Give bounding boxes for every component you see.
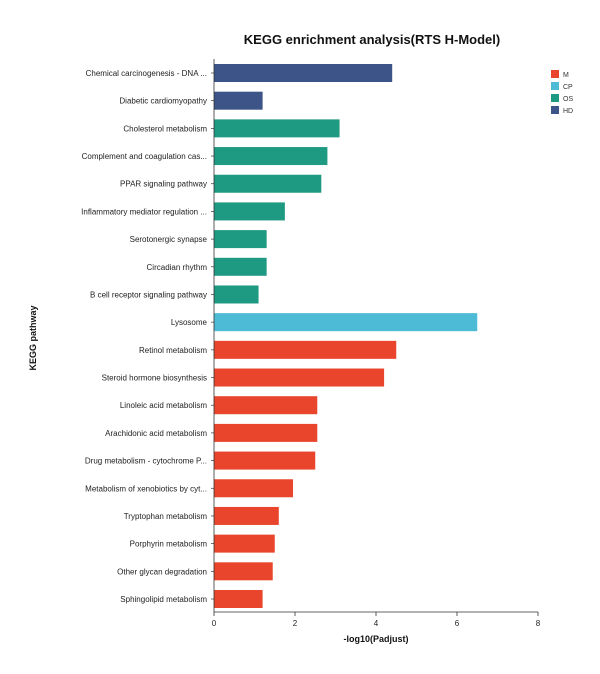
category-label: Cholesterol metabolism	[123, 124, 207, 133]
legend-label-m: M	[563, 72, 569, 79]
bar-sphingolipid-metabolism	[214, 590, 263, 608]
category-label: Sphingolipid metabolism	[120, 595, 207, 604]
category-label: Porphyrin metabolism	[130, 540, 208, 549]
category-labels: Chemical carcinogenesis - DNA ... Diabeti…	[81, 59, 215, 612]
y-axis-title: KEGG pathway	[28, 305, 38, 370]
bar-complement-and-coagulation-cas	[214, 147, 328, 166]
x-axis-title: -log10(Padjust)	[343, 634, 408, 644]
bar-linoleic-acid-metabolism	[214, 396, 318, 415]
category-label: Retinol metabolism	[139, 346, 207, 355]
legend-swatch-os	[551, 94, 559, 102]
x-tick-label: 0	[212, 619, 217, 628]
legend: M CP OS HD	[551, 70, 573, 115]
bar-diabetic-cardiomyopathy	[214, 91, 263, 110]
legend-label-cp: CP	[563, 84, 573, 91]
category-label: PPAR signaling pathway	[120, 180, 207, 189]
bars-layer	[214, 64, 478, 608]
bar-metabolism-of-xenobiotics-by-cyt	[214, 479, 293, 498]
category-label: Linoleic acid metabolism	[120, 401, 207, 410]
x-tick-label: 2	[293, 619, 298, 628]
bar-other-glycan-degradation	[214, 562, 273, 581]
category-label: Other glycan degradation	[117, 567, 207, 576]
bar-b-cell-receptor-signaling-pathway	[214, 285, 259, 304]
bar-retinol-metabolism	[214, 340, 397, 359]
bar-lysosome	[214, 313, 478, 332]
x-tick-label: 6	[455, 619, 460, 628]
legend-swatch-hd	[551, 106, 559, 114]
legend-swatch-m	[551, 70, 559, 78]
category-label: Serotonergic synapse	[130, 235, 208, 244]
category-label: Drug metabolism - cytochrome P...	[85, 457, 207, 466]
bar-inflammatory-mediator-regulation	[214, 202, 285, 221]
bar-porphyrin-metabolism	[214, 534, 275, 553]
category-label: Steroid hormone biosynthesis	[102, 374, 207, 383]
bar-chemical-carcinogenesis-dna	[214, 64, 393, 82]
category-label: Arachidonic acid metabolism	[105, 429, 207, 438]
bar-circadian-rhythm	[214, 257, 267, 276]
category-label: Chemical carcinogenesis - DNA ...	[86, 69, 207, 78]
legend-swatch-cp	[551, 82, 559, 90]
bar-serotonergic-synapse	[214, 230, 267, 249]
x-axis: 0 2 4 6 8	[212, 611, 541, 628]
category-label: Metabolism of xenobiotics by cyt...	[85, 484, 207, 493]
bar-cholesterol-metabolism	[214, 119, 340, 138]
chart-title: KEGG enrichment analysis(RTS H-Model)	[244, 32, 500, 47]
category-label: Lysosome	[171, 318, 208, 327]
bar-tryptophan-metabolism	[214, 506, 279, 525]
bar-ppar-signaling-pathway	[214, 174, 322, 193]
category-label: Circadian rhythm	[147, 263, 208, 272]
x-tick-label: 4	[374, 619, 379, 628]
category-label: B cell receptor signaling pathway	[90, 290, 207, 299]
category-label: Complement and coagulation cas...	[82, 152, 207, 161]
category-label: Inflammatory mediator regulation ...	[81, 207, 207, 216]
category-label: Tryptophan metabolism	[124, 512, 208, 521]
x-tick-label: 8	[536, 619, 541, 628]
bar-steroid-hormone-biosynthesis	[214, 368, 385, 387]
category-label: Diabetic cardiomyopathy	[119, 97, 207, 106]
legend-label-hd: HD	[563, 108, 573, 115]
bar-arachidonic-acid-metabolism	[214, 423, 318, 442]
bar-drug-metabolism-cytochrome-p	[214, 451, 316, 470]
legend-label-os: OS	[563, 96, 573, 103]
